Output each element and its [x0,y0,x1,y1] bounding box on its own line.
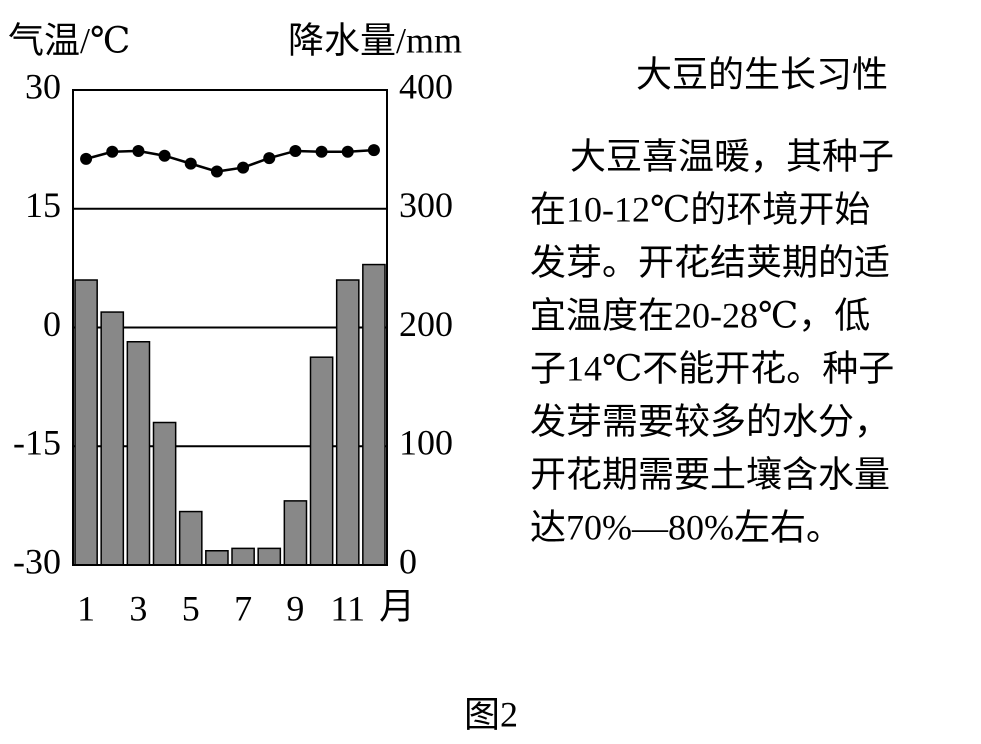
x-tick-label: 5 [182,588,200,628]
temperature-point [367,144,380,157]
plot-frame [72,89,388,566]
y-tick-label: 0 [43,304,61,344]
temperature-point [237,161,250,174]
x-tick-label: 1 [77,588,95,628]
paragraph-line: 开花期需要土壤含水量 [530,454,890,494]
bar [257,547,282,566]
bar [178,510,203,566]
y2-tick-label: 400 [399,66,453,106]
temperature-point [80,152,93,165]
bar [335,279,360,566]
bar [74,279,98,566]
y-tick-label: 15 [25,185,61,225]
temperature-point [289,144,302,157]
paragraph-line: 大豆喜温暖，其种子 [570,136,894,176]
y-tick-label: -15 [13,423,61,463]
paragraph-line: 发芽。开花结荚期的适 [530,242,890,282]
bar [100,311,125,566]
temperature-point [184,157,197,170]
paragraph-line: 宜温度在20-28℃，低 [530,295,870,335]
temperature-point [158,149,171,162]
y2-tick-label: 100 [399,423,453,463]
paragraph-line: 子14℃不能开花。种子 [530,348,894,388]
x-tick-label: 7 [234,588,252,628]
bar [231,547,255,566]
x-tick-label: 3 [129,588,147,628]
caption: 图2 [464,694,518,734]
temperature-point [341,145,354,158]
text-title: 大豆的生长习性 [636,54,888,94]
x-axis-label: 月 [379,586,415,626]
paragraph-line: 在10-12℃的环境开始 [530,189,870,229]
bar [309,356,334,566]
bar [283,500,308,566]
x-tick-label: 11 [330,588,365,628]
paragraph-line: 发芽需要较多的水分， [530,401,890,441]
bar [152,421,177,566]
y-tick-label: 30 [25,66,61,106]
bar [126,341,151,566]
temperature-line [85,148,374,173]
y2-tick-label: 300 [399,185,453,225]
y-axis-label: 气温/℃ [8,20,130,60]
temperature-point [106,145,119,158]
paragraph-line: 达70%—80%左右。 [530,507,842,547]
temperature-point [315,145,328,158]
bar [205,550,229,566]
y2-tick-label: 200 [399,304,453,344]
y-tick-label: -30 [13,541,61,581]
x-tick-label: 9 [286,588,304,628]
temperature-point [132,144,145,157]
temperature-point [210,165,223,178]
temperature-point [263,152,276,165]
bar [362,263,386,566]
y2-tick-label: 0 [399,541,417,581]
y2-axis-label: 降水量/mm [288,20,462,60]
